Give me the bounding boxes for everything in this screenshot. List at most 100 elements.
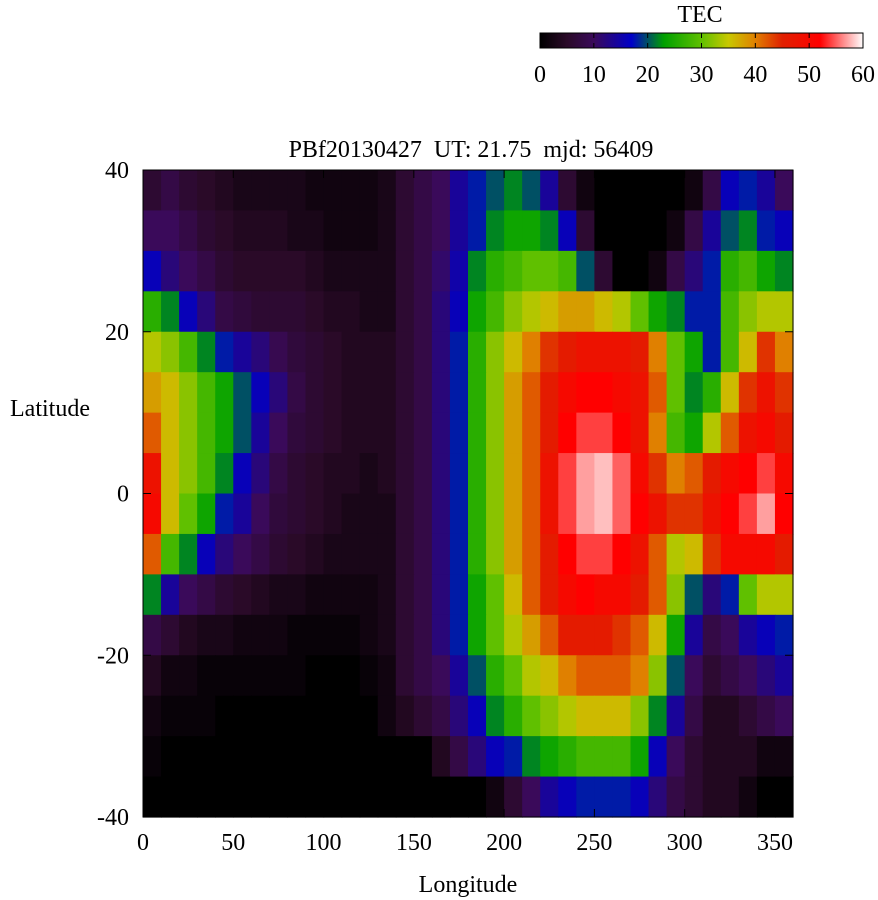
heatmap-cell bbox=[720, 533, 740, 575]
heatmap-cell bbox=[359, 736, 379, 778]
heatmap-cell bbox=[233, 614, 252, 656]
heatmap-cell bbox=[666, 776, 686, 818]
x-tick-label: 300 bbox=[667, 830, 703, 856]
heatmap-cell bbox=[468, 170, 487, 212]
heatmap-cell bbox=[179, 291, 198, 333]
heatmap-cell bbox=[161, 170, 180, 212]
heatmap-cell bbox=[143, 412, 162, 454]
heatmap-cell bbox=[413, 614, 433, 656]
heatmap-cell bbox=[630, 533, 650, 575]
heatmap-cell bbox=[323, 655, 343, 697]
heatmap-cell bbox=[630, 655, 650, 697]
heatmap-cell bbox=[305, 614, 325, 656]
heatmap-cell bbox=[323, 776, 343, 818]
heatmap-cell bbox=[756, 210, 776, 252]
heatmap-cell bbox=[468, 453, 487, 495]
heatmap-cell bbox=[269, 291, 289, 333]
heatmap-cell bbox=[504, 372, 523, 414]
heatmap-cell bbox=[612, 493, 632, 535]
heatmap-cell bbox=[269, 533, 289, 575]
heatmap-cell bbox=[413, 250, 433, 292]
heatmap-cell bbox=[359, 533, 379, 575]
heatmap-cell bbox=[594, 170, 614, 212]
heatmap-cell bbox=[251, 170, 270, 212]
heatmap-cell bbox=[504, 695, 523, 737]
heatmap-cell bbox=[143, 695, 162, 737]
heatmap-cell bbox=[612, 331, 632, 373]
heatmap-cell bbox=[161, 736, 180, 778]
heatmap-cell bbox=[702, 533, 722, 575]
heatmap-cell bbox=[431, 533, 451, 575]
heatmap-cell bbox=[215, 493, 234, 535]
heatmap-cell bbox=[720, 493, 740, 535]
heatmap-cell bbox=[594, 210, 614, 252]
heatmap-cell bbox=[486, 533, 505, 575]
heatmap-cell bbox=[413, 372, 433, 414]
heatmap-cell bbox=[774, 776, 794, 818]
heatmap-cell bbox=[323, 614, 343, 656]
heatmap-cell bbox=[630, 776, 650, 818]
heatmap-cell bbox=[341, 533, 361, 575]
heatmap-cell bbox=[161, 655, 180, 697]
colorbar: TEC 0 10 20 30 40 50 60 bbox=[534, 2, 875, 88]
heatmap-cell bbox=[143, 493, 162, 535]
heatmap-cell bbox=[215, 736, 234, 778]
heatmap-cell bbox=[576, 331, 595, 373]
heatmap-cell bbox=[540, 695, 559, 737]
heatmap-cell bbox=[143, 170, 162, 212]
heatmap-cell bbox=[756, 493, 776, 535]
y-tick-label: 20 bbox=[105, 320, 129, 346]
heatmap-cell bbox=[251, 533, 270, 575]
heatmap-cell bbox=[287, 331, 307, 373]
heatmap-cell bbox=[377, 574, 397, 616]
heatmap-cell bbox=[449, 291, 469, 333]
heatmap-cell bbox=[576, 291, 595, 333]
heatmap-cell bbox=[287, 533, 307, 575]
heatmap-cell bbox=[233, 210, 252, 252]
heatmap-cell bbox=[486, 250, 505, 292]
heatmap-cell bbox=[468, 210, 487, 252]
heatmap-cell bbox=[161, 412, 180, 454]
heatmap-cell bbox=[179, 493, 198, 535]
heatmap-cell bbox=[251, 412, 270, 454]
heatmap-cell bbox=[756, 372, 776, 414]
heatmap-cell bbox=[702, 291, 722, 333]
heatmap-cell bbox=[377, 493, 397, 535]
heatmap-cell bbox=[666, 655, 686, 697]
heatmap-cell bbox=[413, 695, 433, 737]
heatmap-cell bbox=[179, 170, 198, 212]
heatmap-cell bbox=[666, 210, 686, 252]
heatmap-cell bbox=[612, 776, 632, 818]
heatmap-cell bbox=[558, 776, 577, 818]
heatmap-cell bbox=[179, 655, 198, 697]
heatmap-cell bbox=[612, 372, 632, 414]
heatmap-cell bbox=[630, 453, 650, 495]
heatmap-cell bbox=[576, 574, 595, 616]
heatmap-cell bbox=[666, 170, 686, 212]
heatmap-cell bbox=[269, 331, 289, 373]
heatmap-cell bbox=[738, 574, 758, 616]
heatmap-cell bbox=[197, 170, 216, 212]
heatmap-cell bbox=[612, 574, 632, 616]
heatmap-cell bbox=[774, 170, 794, 212]
heatmap-cell bbox=[233, 695, 252, 737]
heatmap-cell bbox=[720, 291, 740, 333]
heatmap-cell bbox=[251, 776, 270, 818]
heatmap-cell bbox=[449, 250, 469, 292]
heatmap-cell bbox=[558, 170, 577, 212]
heatmap-cell bbox=[540, 250, 559, 292]
heatmap-cell bbox=[648, 291, 668, 333]
heatmap-cell bbox=[287, 695, 307, 737]
heatmap-cell bbox=[684, 412, 704, 454]
heatmap-cell bbox=[648, 250, 668, 292]
heatmap-cell bbox=[395, 655, 415, 697]
heatmap-cell bbox=[756, 736, 776, 778]
heatmap-cell bbox=[486, 695, 505, 737]
heatmap-cell bbox=[377, 170, 397, 212]
heatmap-cell bbox=[738, 493, 758, 535]
heatmap-cell bbox=[594, 412, 614, 454]
heatmap-cell bbox=[251, 655, 270, 697]
heatmap-cell bbox=[594, 614, 614, 656]
heatmap-cell bbox=[558, 655, 577, 697]
heatmap-cell bbox=[341, 655, 361, 697]
